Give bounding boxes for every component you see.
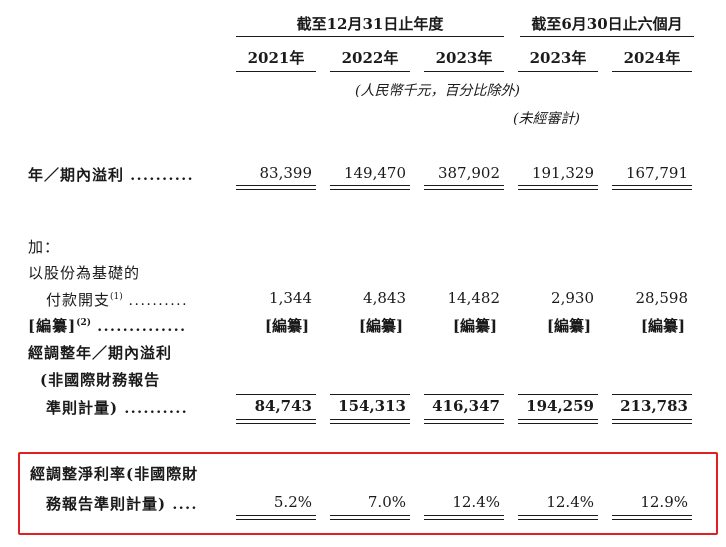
year-underline-2022 [330, 71, 410, 72]
adjusted-profit-rule-top-2022 [330, 394, 410, 395]
year-header-2022: 2022年 [341, 49, 399, 67]
redacted-2024-h1: [編纂] [640, 317, 686, 335]
adjusted-margin-label-text: 務報告準則計量) [46, 495, 167, 513]
profit-rule-2024h1-a [612, 185, 692, 186]
adjusted-margin-rule-2021-b [236, 519, 316, 520]
profit-rule-2023-b [424, 189, 504, 190]
adjusted-margin-2021: 5.2% [273, 493, 312, 511]
row-label-share-based-line2: 付款開支(1) .......... [46, 289, 188, 310]
redacted-2023-h1: [編纂] [546, 317, 592, 335]
adjusted-profit-rule-2023h1-a [518, 419, 598, 420]
adjusted-profit-rule-top-2024h1 [612, 394, 692, 395]
adjusted-margin-rule-2022-a [330, 515, 410, 516]
adjusted-profit-2021: 84,743 [254, 397, 312, 415]
profit-2024-h1: 167,791 [625, 164, 688, 182]
row-label-redacted: [編纂](2) .............. [28, 315, 186, 336]
adjusted-profit-rule-2023-b [424, 423, 504, 424]
adjusted-profit-2023-h1: 194,259 [526, 397, 594, 415]
profit-2023-h1: 191,329 [531, 164, 594, 182]
header-full-year: 截至12月31日止年度 [296, 15, 444, 33]
adjusted-profit-label-text: 準則計量) [46, 399, 119, 417]
profit-rule-2021-a [236, 185, 316, 186]
adjusted-profit-rule-2023-a [424, 419, 504, 420]
profit-2023: 387,902 [437, 164, 500, 182]
share-based-2021: 1,344 [269, 289, 312, 307]
row-label-share-based-line1: 以股份為基礎的 [28, 264, 141, 282]
year-underline-2021 [236, 71, 316, 72]
row-dots-redacted: .............. [97, 319, 187, 335]
profit-rule-2021-b [236, 189, 316, 190]
share-based-2022: 4,843 [363, 289, 406, 307]
profit-2022: 149,470 [343, 164, 406, 182]
adjusted-margin-2023-h1: 12.4% [546, 493, 594, 511]
redacted-2021: [編纂] [264, 317, 310, 335]
adjusted-margin-rule-2023-a [424, 515, 504, 516]
unaudited-note: (未經審計) [513, 111, 580, 127]
adjusted-profit-rule-2021-a [236, 419, 316, 420]
year-underline-2023-h1 [518, 71, 598, 72]
header-six-months-underline [520, 36, 694, 37]
year-header-2024-h1: 2024年 [623, 49, 681, 67]
year-header-2023-h1: 2023年 [529, 49, 587, 67]
row-label-adjusted-profit-line3: 準則計量) .......... [46, 397, 188, 418]
profit-2021: 83,399 [259, 164, 313, 182]
adjusted-margin-rule-2023h1-a [518, 515, 598, 516]
redacted-note-ref: (2) [76, 318, 91, 328]
adjusted-profit-rule-2023h1-b [518, 423, 598, 424]
adjusted-margin-rule-2022-b [330, 519, 410, 520]
adjusted-profit-rule-2022-b [330, 423, 410, 424]
adjusted-profit-2022: 154,313 [338, 397, 406, 415]
adjusted-profit-2023: 416,347 [432, 397, 500, 415]
share-based-2023: 14,482 [447, 289, 501, 307]
adjusted-margin-rule-2024h1-b [612, 519, 692, 520]
row-label-adjusted-margin-line2: 務報告準則計量) .... [46, 493, 198, 514]
adjusted-margin-rule-2023-b [424, 519, 504, 520]
redacted-label-text: [編纂] [28, 317, 77, 335]
share-based-label-text: 付款開支 [46, 291, 111, 309]
adjusted-profit-rule-top-2021 [236, 394, 316, 395]
adjusted-margin-rule-2024h1-a [612, 515, 692, 516]
profit-rule-2023-a [424, 185, 504, 186]
adjusted-profit-rule-2021-b [236, 423, 316, 424]
year-underline-2023 [424, 71, 504, 72]
redacted-2023: [編纂] [452, 317, 498, 335]
row-label-adjusted-profit-line2: (非國際財務報告 [40, 371, 161, 389]
row-label-add: 加： [28, 238, 61, 256]
share-based-2024-h1: 28,598 [635, 289, 689, 307]
share-based-2023-h1: 2,930 [551, 289, 594, 307]
adjusted-profit-2024-h1: 213,783 [620, 397, 688, 415]
adjusted-profit-rule-2024h1-b [612, 423, 692, 424]
row-label-adjusted-margin-line1: 經調整淨利率(非國際財 [30, 465, 199, 483]
header-six-months: 截至6月30日止六個月 [531, 15, 683, 33]
highlight-box-adjusted-margin [18, 452, 718, 535]
adjusted-margin-rule-2021-a [236, 515, 316, 516]
row-dots-share-based: .......... [128, 293, 189, 309]
adjusted-margin-2023: 12.4% [452, 493, 500, 511]
profit-rule-2023h1-b [518, 189, 598, 190]
unit-note: (人民幣千元，百分比除外) [355, 83, 520, 99]
profit-rule-2024h1-b [612, 189, 692, 190]
adjusted-margin-2022: 7.0% [367, 493, 406, 511]
redacted-2022: [編纂] [358, 317, 404, 335]
profit-rule-2022-a [330, 185, 410, 186]
profit-rule-2023h1-a [518, 185, 598, 186]
header-full-year-underline [236, 36, 504, 37]
adjusted-profit-rule-2022-a [330, 419, 410, 420]
row-label-profit-text: 年／期內溢利 [28, 166, 125, 184]
year-header-2021: 2021年 [247, 49, 305, 67]
row-dots-profit: .......... [130, 168, 194, 184]
profit-rule-2022-b [330, 189, 410, 190]
row-dots-adjusted-margin: .... [172, 497, 198, 513]
adjusted-profit-rule-top-2023h1 [518, 394, 598, 395]
row-label-profit: 年／期內溢利 .......... [28, 164, 194, 185]
year-header-2023: 2023年 [435, 49, 493, 67]
adjusted-profit-rule-2024h1-a [612, 419, 692, 420]
adjusted-profit-rule-top-2023 [424, 394, 504, 395]
row-dots-adjusted-profit: .......... [124, 401, 189, 417]
year-underline-2024-h1 [612, 71, 692, 72]
adjusted-margin-rule-2023h1-b [518, 519, 598, 520]
row-label-adjusted-profit-line1: 經調整年／期內溢利 [28, 344, 173, 362]
share-based-note-ref: (1) [110, 292, 123, 302]
adjusted-margin-2024-h1: 12.9% [640, 493, 688, 511]
